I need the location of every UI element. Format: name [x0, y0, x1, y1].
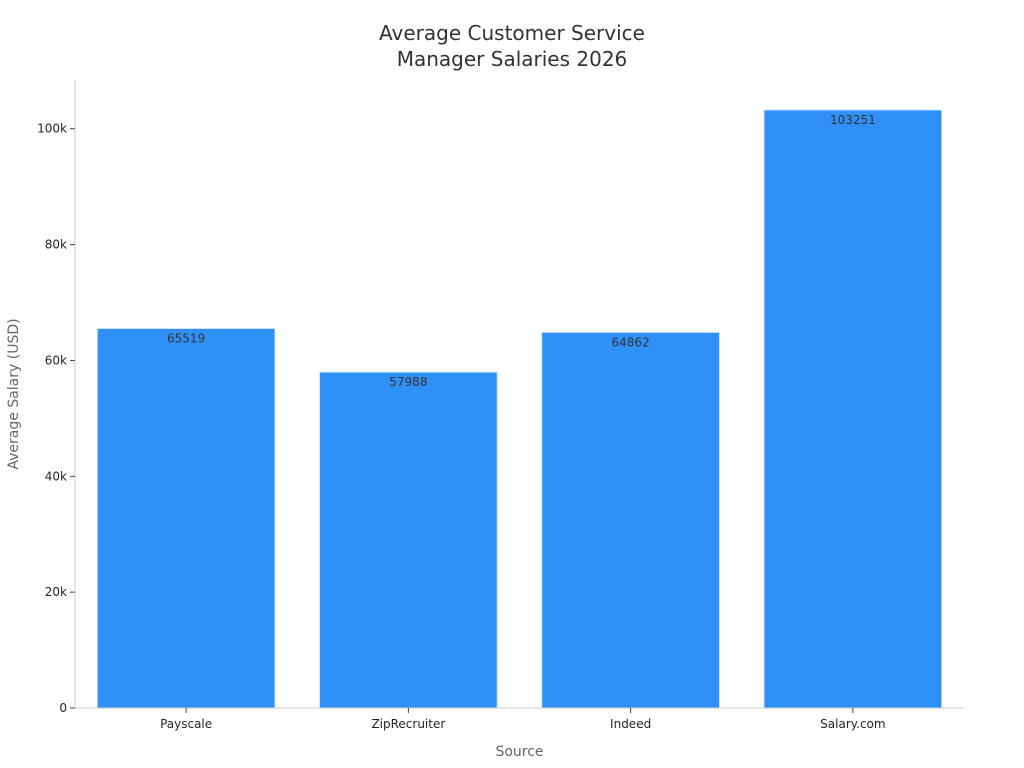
data-label: 65519: [167, 331, 205, 345]
y-tick-label: 100k: [37, 122, 67, 136]
bar-payscale: [96, 327, 276, 709]
labels-layer: 65519 57988 64862 103251 0 20k 40k 60k 80k 100k Pa…: [37, 113, 885, 731]
x-axis-title: Source: [495, 744, 543, 760]
y-tick-label: 0: [59, 701, 67, 715]
y-tick-label: 80k: [45, 238, 67, 252]
data-label: 103251: [830, 113, 876, 127]
data-label: 57988: [389, 375, 427, 389]
bar-ziprecruiter: [318, 371, 498, 709]
y-axis-title: Average Salary (USD): [6, 318, 22, 469]
chart-title-line-2: Manager Salaries 2026: [396, 47, 628, 71]
y-tick-label: 40k: [45, 469, 67, 483]
bar-salary-com: [763, 109, 943, 709]
y-tick-label: 60k: [45, 353, 67, 367]
x-tick-label: Salary.com: [820, 717, 885, 731]
chart-title: Average Customer Service Manager Salarie…: [212, 20, 812, 72]
data-label: 64862: [612, 335, 650, 349]
y-tick-label: 20k: [45, 585, 67, 599]
x-tick-label: Payscale: [160, 717, 212, 731]
bar-indeed: [541, 331, 721, 709]
x-tick-label: Indeed: [610, 717, 651, 731]
bars-layer: [96, 109, 943, 709]
x-tick-label: ZipRecruiter: [371, 717, 445, 731]
axes-layer: [70, 80, 964, 713]
chart-title-line-1: Average Customer Service: [379, 21, 645, 45]
